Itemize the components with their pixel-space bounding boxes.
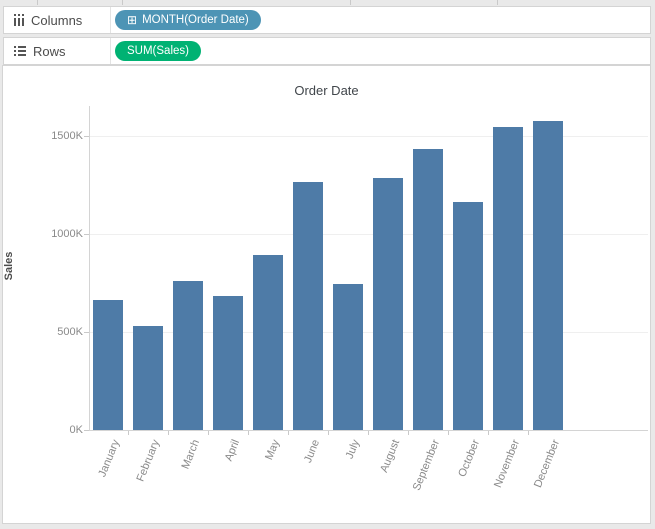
y-tick-label: 1000K: [23, 228, 83, 240]
bar-october[interactable]: [453, 202, 483, 430]
x-tick-label: March: [157, 438, 202, 526]
y-tick-label: 1500K: [23, 130, 83, 142]
category-tick-mark: [408, 431, 409, 435]
chart-title: Order Date: [3, 83, 650, 98]
gridline: [89, 136, 648, 137]
columns-shelf-dropzone[interactable]: ⊞ MONTH(Order Date): [110, 7, 650, 33]
category-tick-mark: [168, 431, 169, 435]
x-tick-label: October: [437, 438, 482, 526]
bar-march[interactable]: [173, 281, 203, 430]
rows-shelf-label: Rows: [33, 44, 66, 59]
x-tick-label: April: [197, 438, 242, 526]
bar-april[interactable]: [213, 296, 243, 430]
pane-divider-notch: [350, 0, 351, 5]
x-tick-label: July: [317, 438, 362, 526]
rows-shelf-dropzone[interactable]: SUM(Sales): [110, 38, 650, 64]
chart-panel: Order Date Sales 0K 500K 1000K 1500K January…: [2, 65, 651, 524]
rows-shelf-header: Rows: [4, 44, 110, 59]
y-axis-line: [89, 106, 90, 430]
x-tick-label: September: [397, 438, 442, 526]
y-axis-title: Sales: [3, 186, 15, 346]
category-tick-mark: [528, 431, 529, 435]
category-tick-mark: [208, 431, 209, 435]
columns-shelf[interactable]: Columns ⊞ MONTH(Order Date): [3, 6, 651, 34]
rows-shelf[interactable]: Rows SUM(Sales): [3, 37, 651, 65]
pill-label: MONTH(Order Date): [142, 14, 249, 26]
pane-divider-notch: [497, 0, 498, 5]
columns-shelf-label: Columns: [31, 13, 82, 28]
pill-label: SUM(Sales): [127, 45, 189, 57]
category-tick-mark: [128, 431, 129, 435]
x-tick-label: December: [517, 438, 562, 526]
columns-shelf-header: Columns: [4, 13, 110, 28]
bar-november[interactable]: [493, 127, 523, 430]
category-tick-mark: [448, 431, 449, 435]
category-tick-mark: [288, 431, 289, 435]
pill-month-order-date[interactable]: ⊞ MONTH(Order Date): [115, 10, 261, 30]
tableau-workspace: Columns ⊞ MONTH(Order Date) Rows SUM(Sal…: [0, 0, 655, 529]
pane-divider-notch: [122, 0, 123, 5]
y-tick-label: 0K: [23, 424, 83, 436]
bar-august[interactable]: [373, 178, 403, 430]
category-tick-mark: [328, 431, 329, 435]
category-tick-mark: [368, 431, 369, 435]
expand-plus-icon[interactable]: ⊞: [127, 14, 137, 26]
bar-december[interactable]: [533, 121, 563, 430]
columns-icon: [14, 14, 24, 26]
x-tick-label: August: [357, 438, 402, 526]
bar-february[interactable]: [133, 326, 163, 430]
pane-divider-notch: [37, 0, 38, 5]
bar-june[interactable]: [293, 182, 323, 430]
bar-january[interactable]: [93, 300, 123, 430]
bar-september[interactable]: [413, 149, 443, 430]
x-tick-label: November: [477, 438, 522, 526]
x-tick-label: February: [117, 438, 162, 526]
x-tick-label: January: [77, 438, 122, 526]
gridline: [89, 234, 648, 235]
bar-may[interactable]: [253, 255, 283, 430]
category-tick-mark: [488, 431, 489, 435]
y-tick-mark: [84, 430, 89, 431]
bar-july[interactable]: [333, 284, 363, 430]
x-tick-label: June: [277, 438, 322, 526]
x-tick-label: May: [237, 438, 282, 526]
pill-sum-sales[interactable]: SUM(Sales): [115, 41, 201, 61]
y-tick-label: 500K: [23, 326, 83, 338]
category-tick-mark: [248, 431, 249, 435]
rows-icon: [14, 46, 26, 56]
